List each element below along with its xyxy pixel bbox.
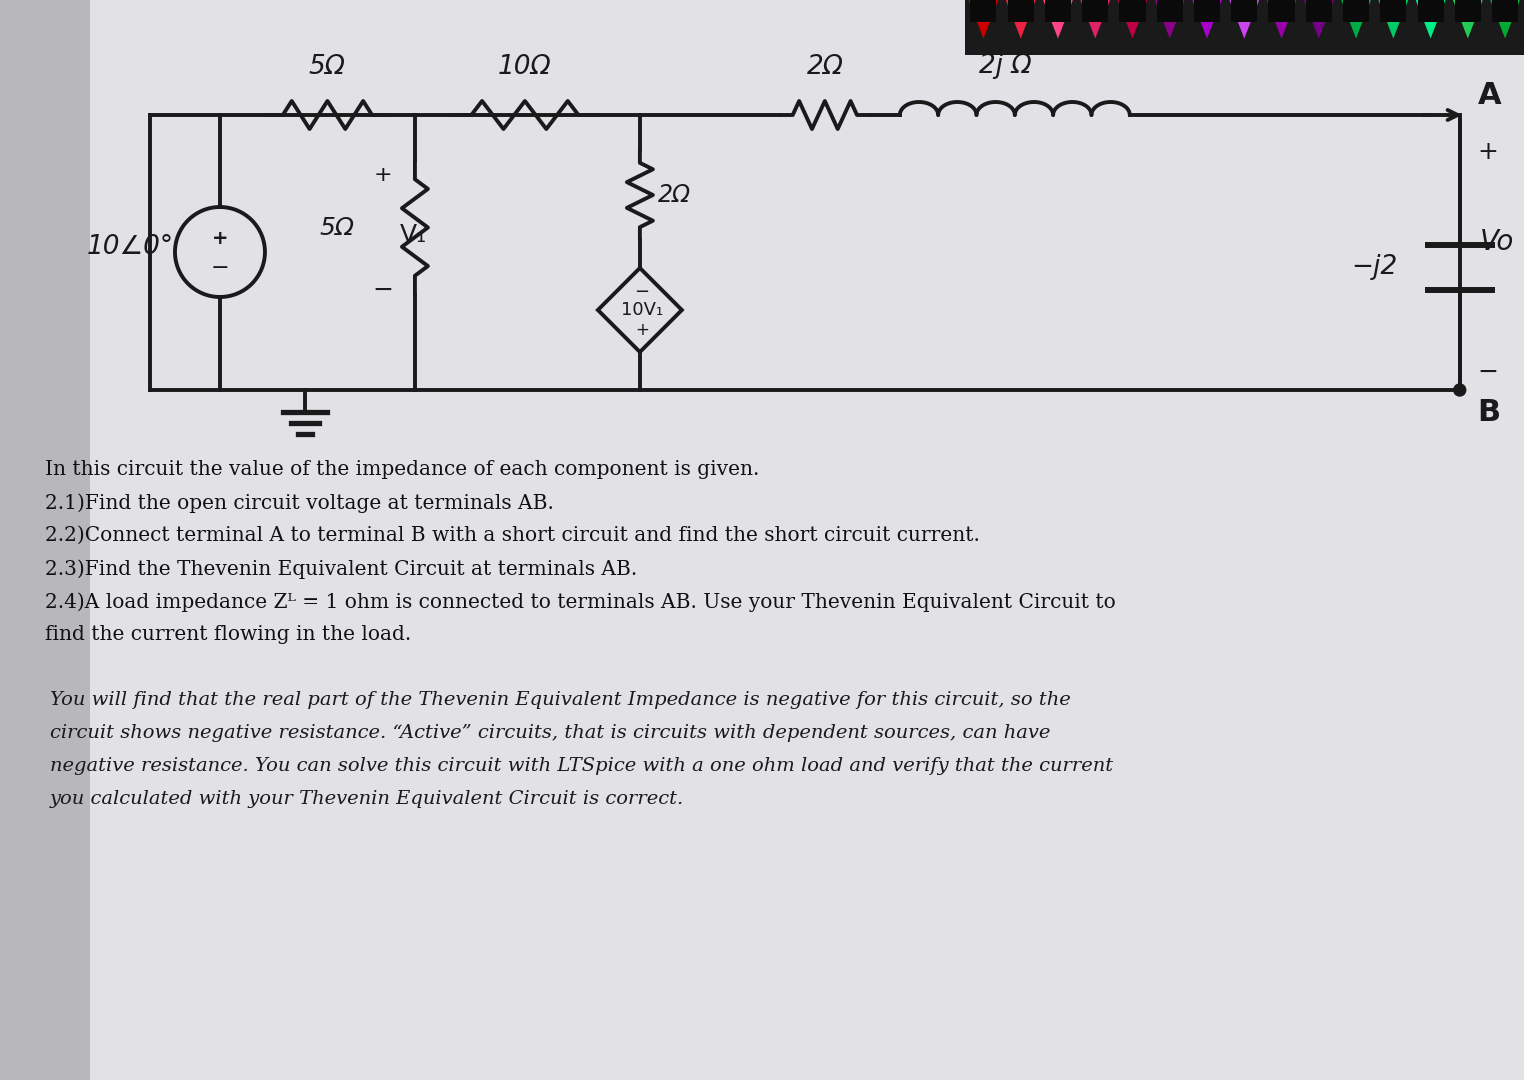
- Polygon shape: [969, 0, 998, 39]
- FancyBboxPatch shape: [0, 0, 90, 1080]
- Text: 10Ω: 10Ω: [498, 54, 552, 80]
- Text: A: A: [1478, 81, 1501, 110]
- Text: V₁: V₁: [399, 222, 427, 247]
- Polygon shape: [1341, 0, 1372, 39]
- Text: circuit shows negative resistance. “Active” circuits, that is circuits with depe: circuit shows negative resistance. “Acti…: [50, 724, 1050, 742]
- Text: In this circuit the value of the impedance of each component is given.: In this circuit the value of the impedan…: [46, 460, 759, 480]
- Text: −: −: [210, 258, 229, 278]
- Text: −: −: [634, 283, 649, 301]
- Text: 5Ω: 5Ω: [308, 54, 346, 80]
- Polygon shape: [1006, 0, 1036, 39]
- FancyBboxPatch shape: [971, 0, 997, 22]
- Text: B: B: [1478, 399, 1501, 427]
- Text: −: −: [372, 278, 393, 302]
- Polygon shape: [1230, 0, 1259, 39]
- Text: +: +: [1478, 140, 1498, 164]
- FancyBboxPatch shape: [1231, 0, 1257, 22]
- Text: 2Ω: 2Ω: [658, 183, 690, 207]
- Polygon shape: [1305, 0, 1334, 39]
- FancyBboxPatch shape: [90, 0, 1524, 1080]
- FancyBboxPatch shape: [1455, 0, 1481, 22]
- FancyBboxPatch shape: [1007, 0, 1033, 22]
- Text: negative resistance. You can solve this circuit with LTSpice with a one ohm load: negative resistance. You can solve this …: [50, 757, 1113, 775]
- Text: +: +: [373, 165, 392, 185]
- Polygon shape: [1416, 0, 1445, 39]
- FancyBboxPatch shape: [1268, 0, 1294, 22]
- Text: 2.4)A load impedance Zᴸ = 1 ohm is connected to terminals AB. Use your Thevenin : 2.4)A load impedance Zᴸ = 1 ohm is conne…: [46, 592, 1116, 611]
- Polygon shape: [1266, 0, 1297, 39]
- Text: +: +: [212, 229, 229, 247]
- Polygon shape: [1490, 0, 1519, 39]
- Text: 2.1)Find the open circuit voltage at terminals AB.: 2.1)Find the open circuit voltage at ter…: [46, 492, 553, 513]
- Text: 2Ω: 2Ω: [806, 54, 843, 80]
- FancyBboxPatch shape: [1381, 0, 1407, 22]
- Text: find the current flowing in the load.: find the current flowing in the load.: [46, 625, 411, 644]
- Text: −j2: −j2: [1352, 254, 1398, 280]
- Polygon shape: [1117, 0, 1148, 39]
- Text: 10V₁: 10V₁: [620, 301, 663, 319]
- Text: 10∠0°: 10∠0°: [87, 234, 174, 260]
- FancyBboxPatch shape: [1045, 0, 1071, 22]
- FancyBboxPatch shape: [1082, 0, 1108, 22]
- Text: 2j Ω: 2j Ω: [978, 53, 1032, 79]
- Text: 2.2)Connect terminal A to terminal B with a short circuit and find the short cir: 2.2)Connect terminal A to terminal B wit…: [46, 526, 980, 545]
- Polygon shape: [1452, 0, 1483, 39]
- FancyBboxPatch shape: [965, 0, 1524, 55]
- FancyBboxPatch shape: [1343, 0, 1369, 22]
- FancyBboxPatch shape: [1193, 0, 1221, 22]
- Polygon shape: [1155, 0, 1184, 39]
- FancyBboxPatch shape: [1306, 0, 1332, 22]
- FancyBboxPatch shape: [1120, 0, 1146, 22]
- Text: you calculated with your Thevenin Equivalent Circuit is correct.: you calculated with your Thevenin Equiva…: [50, 789, 684, 808]
- Polygon shape: [1042, 0, 1073, 39]
- Polygon shape: [1378, 0, 1408, 39]
- Polygon shape: [1192, 0, 1222, 39]
- Text: You will find that the real part of the Thevenin Equivalent Impedance is negativ: You will find that the real part of the …: [50, 691, 1071, 708]
- FancyBboxPatch shape: [1157, 0, 1183, 22]
- FancyBboxPatch shape: [1492, 0, 1518, 22]
- Text: +: +: [636, 321, 649, 339]
- Text: −: −: [1478, 360, 1498, 384]
- Text: 2.3)Find the Thevenin Equivalent Circuit at terminals AB.: 2.3)Find the Thevenin Equivalent Circuit…: [46, 559, 637, 579]
- Text: Vo: Vo: [1480, 228, 1515, 256]
- Polygon shape: [1081, 0, 1109, 39]
- Text: 5Ω: 5Ω: [320, 216, 355, 240]
- Circle shape: [1454, 384, 1466, 396]
- FancyBboxPatch shape: [1417, 0, 1443, 22]
